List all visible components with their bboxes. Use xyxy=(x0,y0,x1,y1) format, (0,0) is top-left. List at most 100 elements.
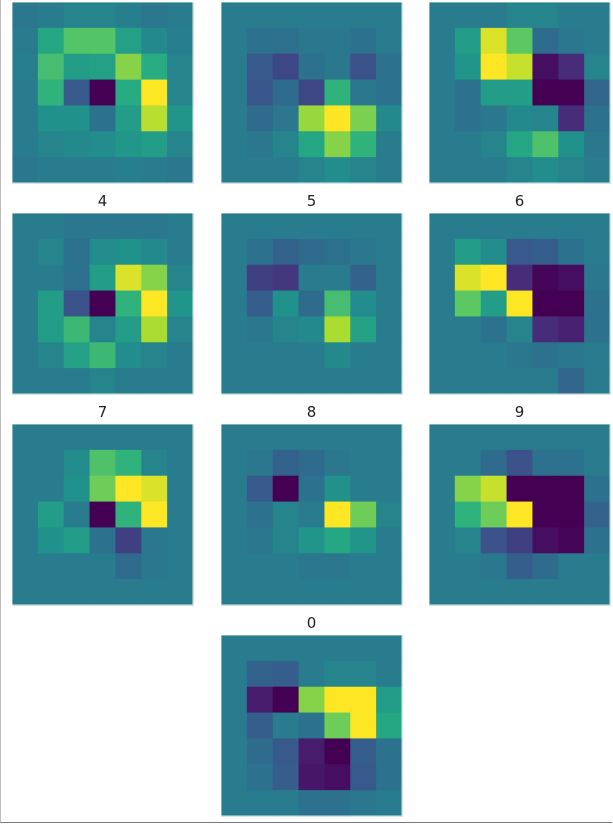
heatmap-cell xyxy=(221,501,248,529)
heatmap-cell xyxy=(454,424,482,451)
heatmap-cell xyxy=(506,27,534,55)
heatmap-cell xyxy=(429,264,456,292)
heatmap-cell xyxy=(480,553,508,580)
heatmap-cell xyxy=(480,264,508,292)
heatmap-cell xyxy=(115,213,142,240)
heatmap-cell xyxy=(167,342,194,369)
heatmap-cell xyxy=(429,316,456,343)
heatmap-cell xyxy=(532,368,559,395)
heatmap-cell xyxy=(89,238,117,266)
heatmap-cell xyxy=(429,553,456,580)
heatmap-cell xyxy=(584,342,611,369)
heatmap-cell xyxy=(63,290,91,318)
heatmap-cell xyxy=(298,424,326,451)
heatmap-cell xyxy=(480,157,508,184)
heatmap-cell xyxy=(89,553,117,580)
heatmap-cell xyxy=(480,368,508,395)
heatmap-cell xyxy=(584,157,611,184)
heatmap-cell xyxy=(141,501,168,529)
panel-label: 5 xyxy=(307,192,317,210)
heatmap-cell xyxy=(584,475,611,503)
heatmap-cell xyxy=(350,790,377,817)
heatmap-cell xyxy=(429,501,456,529)
heatmap-cell xyxy=(167,264,194,292)
heatmap-cell xyxy=(246,79,274,107)
heatmap-cell xyxy=(532,131,559,158)
heatmap-cell xyxy=(141,579,168,606)
heatmap-cell xyxy=(506,157,534,184)
heatmap-cell xyxy=(532,53,559,81)
heatmap-cell xyxy=(298,635,326,662)
heatmap-cell xyxy=(63,27,91,55)
heatmap-cell xyxy=(115,553,142,580)
heatmap-cell xyxy=(63,449,91,477)
heatmap-cell xyxy=(115,157,142,184)
heatmap-cell xyxy=(324,579,351,606)
heatmap-cell xyxy=(480,213,508,240)
heatmap-cell xyxy=(376,27,403,55)
heatmap-cell xyxy=(532,316,559,343)
heatmap-cell xyxy=(376,527,403,554)
heatmap-cell xyxy=(350,712,377,740)
heatmap-cell xyxy=(115,475,142,503)
heatmap-cell xyxy=(12,157,39,184)
heatmap-cell xyxy=(324,527,351,554)
heatmap-cell xyxy=(246,131,274,158)
heatmap-panel xyxy=(428,1,611,184)
heatmap-cell xyxy=(506,342,534,369)
heatmap-cell xyxy=(246,290,274,318)
heatmap-panel: 0 xyxy=(220,614,403,817)
heatmap-cell xyxy=(376,79,403,107)
panel-label: 7 xyxy=(98,403,108,421)
heatmap-cell xyxy=(12,131,39,158)
heatmap-cell xyxy=(429,213,456,240)
heatmap-cell xyxy=(350,424,377,451)
heatmap-cell xyxy=(246,501,274,529)
heatmap-cell xyxy=(221,738,248,765)
panel-label: 9 xyxy=(515,403,525,421)
heatmap-cell xyxy=(246,553,274,580)
heatmap-cell xyxy=(63,238,91,266)
heatmap-cell xyxy=(506,105,534,132)
heatmap-cell xyxy=(324,424,351,451)
heatmap-cell xyxy=(115,316,142,343)
heatmap-cell xyxy=(221,424,248,451)
heatmap-cell xyxy=(37,79,65,107)
heatmap-cell xyxy=(298,527,326,554)
heatmap-cell xyxy=(454,475,482,503)
heatmap-cell xyxy=(246,368,274,395)
heatmap-cell xyxy=(350,131,377,158)
heatmap-cell xyxy=(324,264,351,292)
heatmap-cell xyxy=(167,79,194,107)
heatmap-cell xyxy=(167,53,194,81)
panel-border xyxy=(11,1,194,184)
heatmap-cell xyxy=(12,316,39,343)
heatmap-cell xyxy=(584,79,611,107)
heatmap-cell xyxy=(480,290,508,318)
heatmap-cell xyxy=(141,316,168,343)
heatmap-cell xyxy=(89,449,117,477)
heatmap-cell xyxy=(115,449,142,477)
heatmap-cell xyxy=(532,501,559,529)
heatmap-cell xyxy=(532,238,559,266)
heatmap-cell xyxy=(221,553,248,580)
heatmap-cell xyxy=(115,424,142,451)
heatmap-cell xyxy=(272,475,300,503)
heatmap-cell xyxy=(324,238,351,266)
heatmap-cell xyxy=(221,790,248,817)
heatmap-cell xyxy=(167,553,194,580)
heatmap-cell xyxy=(376,368,403,395)
heatmap-cell xyxy=(221,264,248,292)
heatmap-cell xyxy=(89,290,117,318)
heatmap-cell xyxy=(376,686,403,714)
heatmap-cell xyxy=(324,712,351,740)
heatmap-cell xyxy=(350,53,377,81)
heatmap-cell xyxy=(376,764,403,791)
heatmap-cell xyxy=(506,2,534,29)
heatmap-cell xyxy=(63,501,91,529)
heatmap-cell xyxy=(350,738,377,765)
heatmap-cell xyxy=(324,475,351,503)
heatmap-cell xyxy=(89,316,117,343)
heatmap-cell xyxy=(246,449,274,477)
heatmap-cell xyxy=(37,53,65,81)
